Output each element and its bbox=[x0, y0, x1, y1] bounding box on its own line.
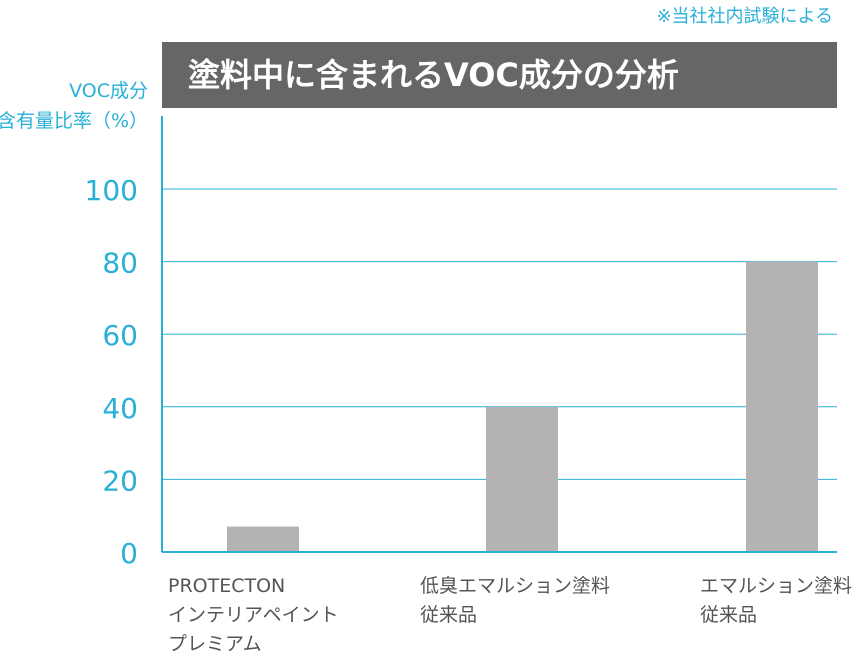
category-label-line: プレミアム bbox=[168, 633, 262, 655]
y-axis-label-line-1: VOC成分 bbox=[69, 80, 148, 102]
chart-title: 塗料中に含まれるVOC成分の分析 bbox=[162, 42, 837, 108]
y-tick-label: 0 bbox=[120, 537, 138, 570]
category-label-line: 低臭エマルション塗料 bbox=[420, 575, 611, 597]
category-label-line: インテリアペイント bbox=[168, 604, 339, 626]
y-tick-label: 60 bbox=[102, 319, 138, 352]
footnote: ※当社社内試験による bbox=[656, 6, 833, 27]
category-label-emulsion: エマルション塗料 従来品 bbox=[700, 572, 852, 630]
bar bbox=[746, 261, 818, 552]
y-axis-label-line-2: 含有量比率（%） bbox=[0, 110, 148, 132]
category-label-line: 従来品 bbox=[420, 604, 478, 626]
bar bbox=[486, 406, 558, 552]
category-label-protecton: PROTECTON インテリアペイント プレミアム bbox=[168, 572, 339, 659]
category-label-line: PROTECTON bbox=[168, 575, 286, 597]
y-axis-label: VOC成分 含有量比率（%） bbox=[0, 76, 148, 136]
y-tick-label: 40 bbox=[102, 392, 138, 425]
y-tick-label: 80 bbox=[102, 247, 138, 280]
category-label-low-odor-emulsion: 低臭エマルション塗料 従来品 bbox=[420, 572, 610, 630]
bar bbox=[227, 526, 299, 552]
y-tick-label: 100 bbox=[85, 174, 138, 207]
category-label-line: 従来品 bbox=[700, 604, 758, 626]
category-label-line: エマルション塗料 bbox=[700, 575, 853, 597]
y-tick-label: 20 bbox=[102, 464, 138, 497]
